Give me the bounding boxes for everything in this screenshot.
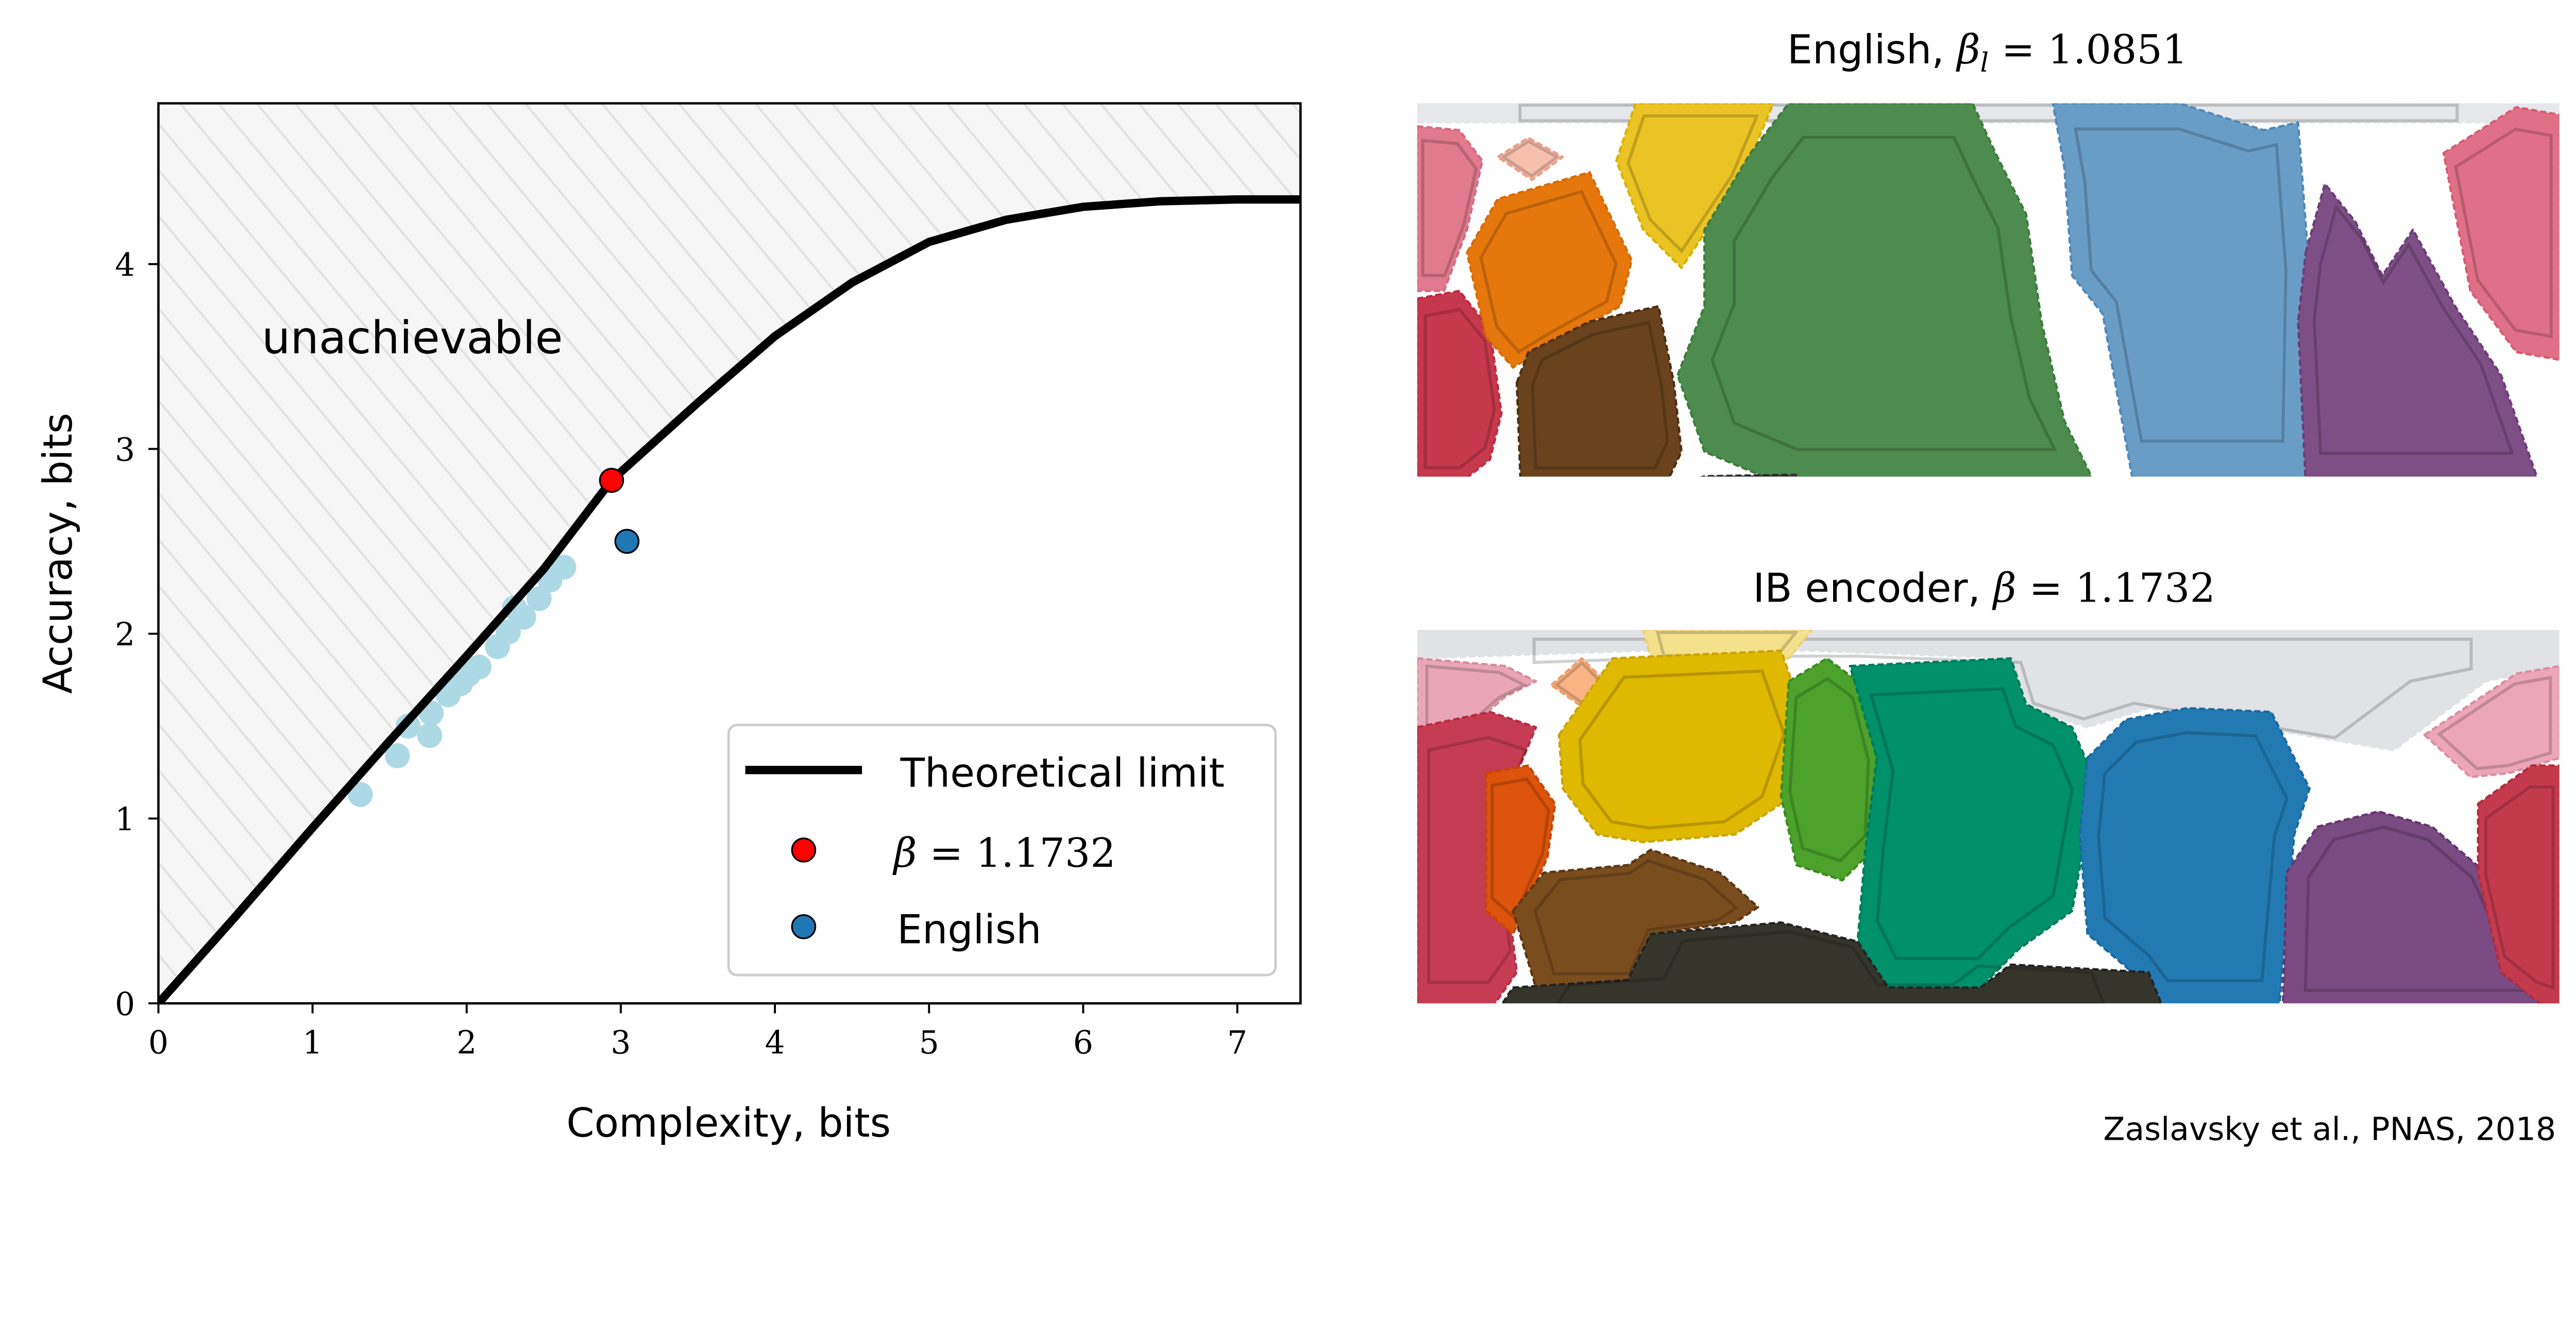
language-point [417, 723, 443, 748]
pink-right-region [2423, 665, 2560, 778]
crimson-region [1417, 289, 1503, 477]
x-tick-label: 0 [148, 1024, 168, 1061]
x-tick-label: 6 [1073, 1024, 1093, 1061]
purple-region-contour [2313, 203, 2515, 455]
legend: Theoretical limit β = 1.1732 English [727, 724, 1277, 976]
dark-region-contour [1555, 930, 2106, 1004]
dark-region [1501, 921, 2163, 1004]
brown-region [1515, 305, 1683, 477]
ib-encoder-color-map [1417, 630, 2560, 1004]
purple-region [2297, 182, 2538, 477]
blue-region-contour [2073, 127, 2287, 443]
green-region-contour [1710, 135, 2057, 451]
peach-region [1496, 136, 1564, 181]
unachievable-label: unachievable [262, 312, 563, 364]
english-title-value: = 1.0851 [2002, 27, 2188, 73]
hatch-line [158, 103, 392, 1004]
pink-right-region-contour [2436, 676, 2552, 770]
language-point [551, 555, 577, 580]
beta-point [599, 468, 624, 493]
y-axis-label: Accuracy, bits [35, 413, 81, 694]
language-point [348, 782, 373, 807]
y-tick-label: 4 [115, 247, 135, 283]
pink-right-region-contour [2454, 127, 2553, 338]
x-tick-label: 7 [1227, 1024, 1247, 1061]
pink-right-region [2442, 106, 2560, 361]
blue-region-contour [2097, 731, 2289, 983]
ib-map-title: IB encoder, β = 1.1732 [1753, 565, 2215, 611]
x-tick-label: 1 [302, 1024, 323, 1061]
x-tick-label: 4 [765, 1024, 785, 1061]
legend-box [727, 724, 1277, 976]
yellow-region-contour [1578, 669, 1786, 830]
english-map-title: English, βl = 1.0851 [1787, 27, 2188, 81]
brown-region-contour [1531, 320, 1669, 470]
language-point [496, 619, 521, 645]
english-point [614, 528, 640, 554]
language-point [511, 604, 536, 630]
teal-region [1849, 657, 2096, 989]
crimson-right-region-contour [2484, 785, 2555, 990]
citation: Zaslavsky et al., PNAS, 2018 [2103, 1111, 2556, 1148]
english-title-symbol: β [1956, 27, 1980, 73]
orange-region [1466, 171, 1633, 369]
english-title-label: English, [1787, 27, 1944, 73]
teal-region-contour [1869, 687, 2074, 960]
pink-region-contour [1421, 139, 1478, 277]
legend-label-beta: β = 1.1732 [892, 830, 1116, 877]
english-color-map [1417, 103, 2560, 477]
tradeoff-chart: unachievable 0 1 2 3 4 5 6 7 0 1 2 3 4 Complexity, b… [0, 102, 1302, 1146]
dark-region-contour [1707, 474, 1790, 477]
hatch-line [0, 104, 7, 1004]
brown-region-contour [1533, 859, 1739, 975]
x-tick-label: 5 [919, 1024, 939, 1061]
x-axis-label: Complexity, bits [566, 1100, 891, 1146]
english-title-subscript: l [1980, 47, 1989, 78]
y-tick-label: 0 [115, 986, 135, 1023]
orange-region-contour [1490, 777, 1551, 920]
chart-marks [158, 195, 1301, 1004]
x-tick-label: 2 [456, 1024, 477, 1061]
green-region-contour [1788, 677, 1870, 863]
brown-region [1512, 848, 1759, 989]
peach-region-contour [1500, 140, 1560, 178]
blue-region [2052, 103, 2311, 477]
axes-frame [157, 102, 1302, 1005]
legend-label-theoretical: Theoretical limit [900, 750, 1225, 796]
y-tick-label: 2 [115, 616, 135, 653]
ib-title-symbol: β [1992, 565, 2016, 611]
yellow-region-contour [1626, 114, 1759, 253]
orange-region-contour [1479, 190, 1618, 354]
orange-region [1485, 764, 1556, 935]
x-tick-label: 3 [611, 1024, 631, 1061]
legend-beta-value: = 1.1732 [929, 830, 1115, 877]
hatch-line [158, 103, 315, 1004]
hatch-line [158, 103, 353, 1004]
blue-region [2078, 707, 2311, 1004]
language-point [466, 654, 492, 680]
legend-label-english: English [897, 907, 1041, 953]
figure: unachievable 0 1 2 3 4 5 6 7 0 1 2 3 4 Complexity, b… [0, 27, 2560, 1148]
axis-ticks: 0 1 2 3 4 5 6 7 0 1 2 3 4 [115, 247, 1247, 1061]
legend-marker-english [791, 914, 817, 939]
language-point [527, 586, 552, 611]
dark-region [1699, 473, 1800, 477]
green-region [1676, 103, 2093, 477]
yellow-region [1557, 649, 1809, 844]
ib-title-value: = 1.1732 [2029, 565, 2215, 611]
ib-title-label: IB encoder, [1753, 565, 1980, 611]
legend-marker-beta [791, 837, 817, 863]
pink-region [1417, 125, 1484, 293]
legend-beta-symbol: β [892, 830, 917, 877]
y-tick-label: 3 [115, 432, 135, 468]
crimson-region-contour [1423, 307, 1496, 470]
y-tick-label: 1 [115, 801, 135, 838]
theoretical-limit-line [158, 195, 1301, 1004]
language-point [384, 743, 410, 768]
crimson-right-region [2477, 764, 2560, 1004]
